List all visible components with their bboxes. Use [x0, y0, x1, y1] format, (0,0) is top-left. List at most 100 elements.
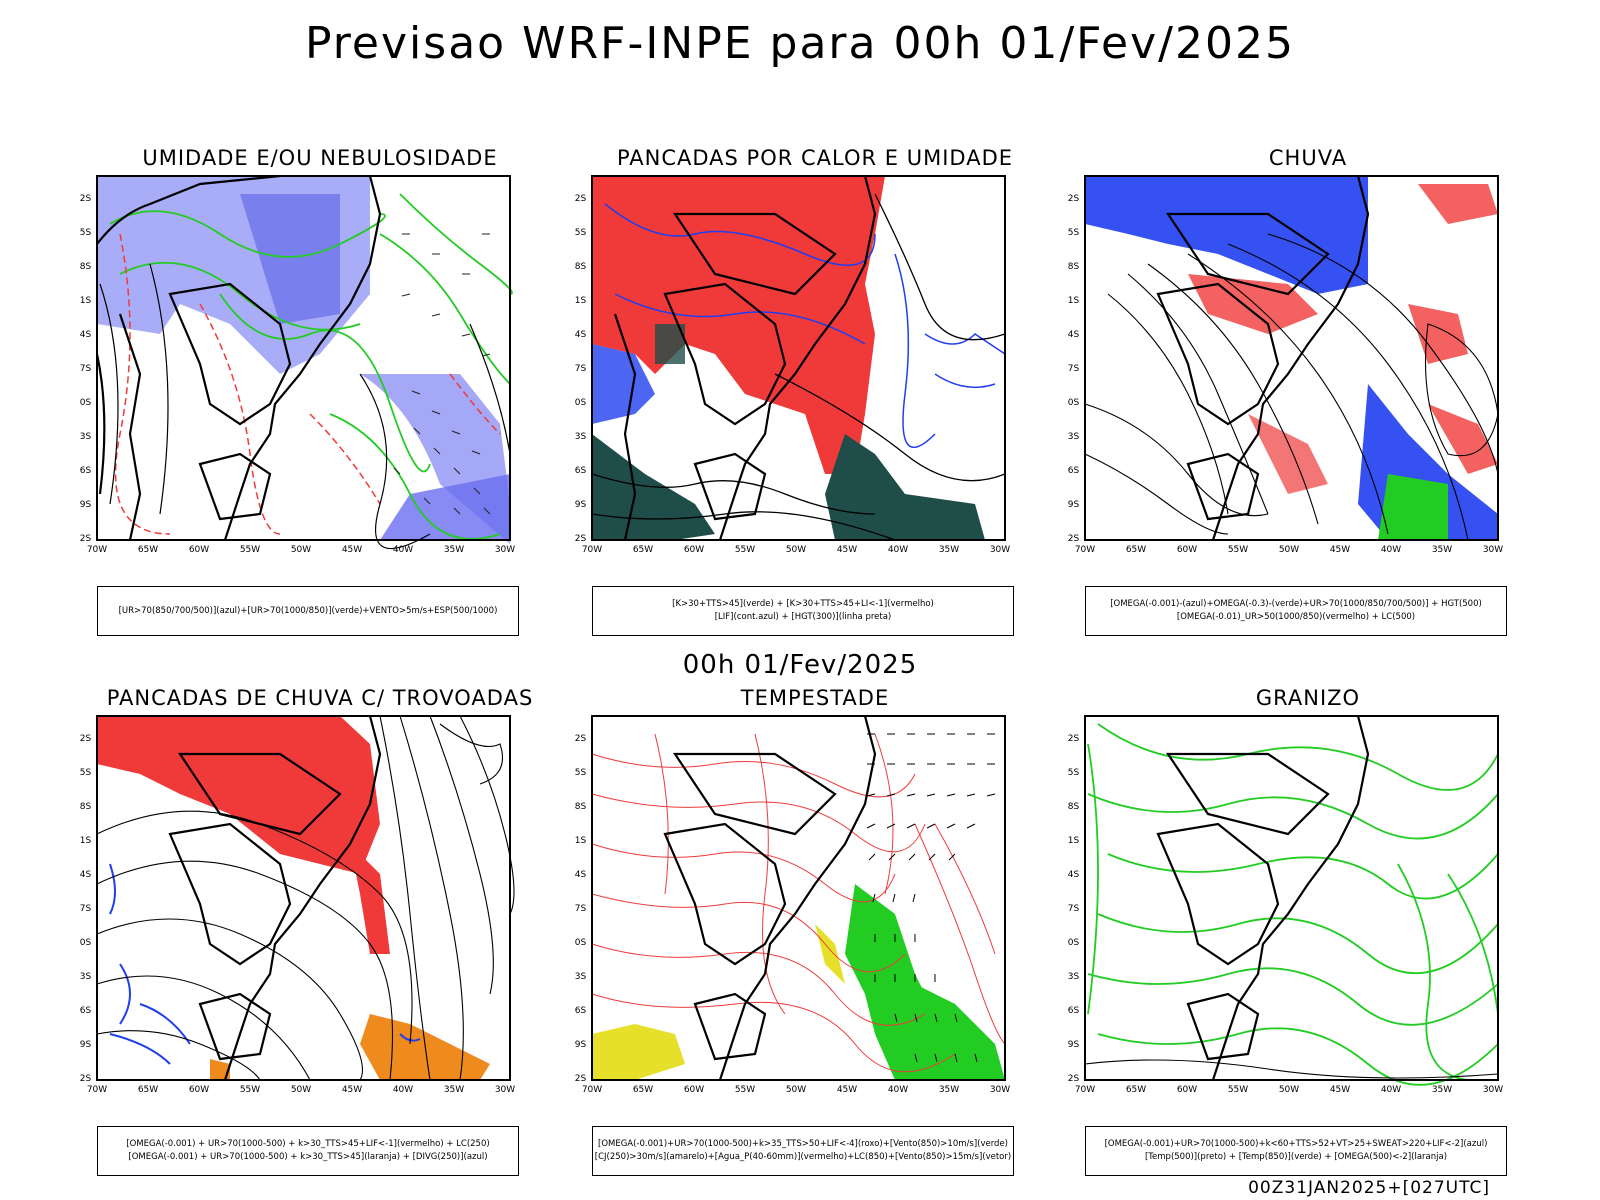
lon-ticks: 70W 65W 60W 55W 50W 45W 40W 35W 30W [582, 545, 1010, 555]
contours-black [1084, 233, 1499, 541]
lat-tick: 30S [1068, 398, 1079, 408]
wind-arrows [393, 233, 491, 515]
lat-tick: 30S [575, 398, 586, 408]
panel-legend: [OMEGA(-0.001)+UR>70(1000-500)+k<60+TTS>… [1085, 1126, 1507, 1176]
lon-tick: 45W [837, 1085, 857, 1095]
lat-tick: 18S [1068, 262, 1079, 272]
lon-tick: 50W [291, 545, 311, 555]
lat-tick: 15S [80, 768, 91, 778]
lon-tick: 65W [1126, 1085, 1146, 1095]
panel-legend: [OMEGA(-0.001)+UR>70(1000-500)+k>35_TTS>… [592, 1126, 1014, 1176]
lat-tick: 21S [80, 296, 91, 306]
lon-tick: 50W [1279, 1085, 1299, 1095]
lat-tick: 24S [80, 330, 91, 340]
wind-arrows [866, 733, 996, 1063]
lon-tick: 40W [393, 1085, 413, 1095]
lat-tick: 24S [1068, 330, 1079, 340]
panel-umidade: UMIDADE E/OU NEBULOSIDADE [80, 146, 560, 636]
map-frame [96, 715, 511, 1081]
coastline [663, 715, 877, 1081]
lat-tick: 18S [80, 262, 91, 272]
panel-title: PANCADAS POR CALOR E UMIDADE [616, 146, 1014, 170]
legend-line: [OMEGA(-0.001)-(azul)+OMEGA(-0.3)-(verde… [1110, 599, 1482, 609]
lat-tick: 42S [575, 1074, 586, 1084]
lon-tick: 55W [240, 545, 260, 555]
map-fill [1085, 176, 1498, 540]
lon-ticks: 70W 65W 60W 55W 50W 45W 40W 35W 30W [87, 1085, 515, 1095]
contours-red [114, 233, 501, 535]
lat-tick: 30S [80, 938, 91, 948]
lat-tick: 12S [1068, 734, 1079, 744]
lon-tick: 60W [1177, 1085, 1197, 1095]
legend-line: [Temp(500)](preto) + [Temp(850)](verde) … [1144, 1152, 1448, 1162]
lat-tick: 39S [575, 1040, 586, 1050]
map-fill [97, 176, 510, 544]
panel-legend: [OMEGA(-0.001) + UR>70(1000-500) + k>30_… [97, 1126, 519, 1176]
legend-line: [CJ(250)>30m/s](amarelo)+[Agua_P(40-60mm… [594, 1152, 1012, 1162]
lon-tick: 55W [1228, 1085, 1248, 1095]
lat-tick: 36S [80, 1006, 91, 1016]
panel-title: UMIDADE E/OU NEBULOSIDADE [142, 146, 498, 170]
lat-tick: 30S [1068, 938, 1079, 948]
lat-tick: 12S [575, 194, 586, 204]
lat-ticks: 12S 15S 18S 21S 24S 27S 30S 33S 36S 39S … [1068, 194, 1079, 544]
legend-line: [UR>70(850/700/500)](azul)+[UR>70(1000/8… [118, 605, 498, 616]
lon-tick: 30W [495, 1085, 515, 1095]
lon-tick: 70W [582, 545, 602, 555]
map-umidade: 12S 15S 18S 21S 24S 27S 30S 33S 36S 39S … [80, 174, 515, 555]
lon-tick: 30W [1483, 1085, 1503, 1095]
lat-tick: 21S [575, 296, 586, 306]
lon-tick: 40W [888, 1085, 908, 1095]
lon-tick: 40W [1381, 1085, 1401, 1095]
map-frame [591, 715, 1006, 1081]
lat-tick: 21S [575, 836, 586, 846]
lon-tick: 35W [444, 545, 464, 555]
map-fill [97, 716, 490, 1080]
lon-tick: 50W [786, 1085, 806, 1095]
lon-ticks: 70W 65W 60W 55W 50W 45W 40W 35W 30W [1075, 545, 1503, 555]
lat-tick: 27S [1068, 364, 1079, 374]
panel-title: TEMPESTADE [740, 686, 890, 710]
contours-green [109, 193, 513, 540]
main-title: Previsao WRF-INPE para 00h 01/Fev/2025 [305, 18, 1295, 69]
panel-legend: [OMEGA(-0.001)-(azul)+OMEGA(-0.3)-(verde… [1085, 586, 1507, 636]
lat-tick: 27S [1068, 904, 1079, 914]
lon-tick: 60W [1177, 545, 1197, 555]
lat-tick: 27S [575, 364, 586, 374]
lon-tick: 60W [684, 545, 704, 555]
coastline [1156, 715, 1370, 1081]
panel-title: PANCADAS DE CHUVA C/ TROVOADAS [106, 686, 534, 710]
map-chuva: 12S 15S 18S 21S 24S 27S 30S 33S 36S 39S … [1068, 175, 1503, 555]
lon-tick: 35W [939, 545, 959, 555]
lon-tick: 60W [189, 545, 209, 555]
panel-pancadas-calor: PANCADAS POR CALOR E UMIDADE [575, 146, 1055, 636]
lon-tick: 35W [1432, 545, 1452, 555]
lon-tick: 70W [1075, 545, 1095, 555]
contours-green [1087, 723, 1499, 1086]
lat-tick: 18S [80, 802, 91, 812]
legend-line: [OMEGA(-0.01)_UR>50(1000/850)(vermelho) … [1176, 612, 1416, 622]
lon-ticks: 70W 65W 60W 55W 50W 45W 40W 35W 30W [87, 545, 515, 555]
lat-tick: 15S [575, 228, 586, 238]
lat-tick: 39S [1068, 1040, 1079, 1050]
lon-tick: 55W [240, 1085, 260, 1095]
lon-tick: 45W [342, 545, 362, 555]
panel-tempestade: TEMPESTADE [575, 686, 1055, 1176]
lat-tick: 36S [80, 466, 91, 476]
lat-tick: 27S [80, 364, 91, 374]
coastline [168, 715, 382, 1081]
lat-tick: 36S [1068, 1006, 1079, 1016]
lon-tick: 35W [444, 1085, 464, 1095]
lat-tick: 42S [80, 1074, 91, 1084]
lat-ticks: 12S 15S 18S 21S 24S 27S 30S 33S 36S 39S … [575, 734, 586, 1084]
legend-line: [LIF](cont.azul) + [HGT(300)](linha pret… [714, 612, 892, 622]
lon-tick: 30W [495, 545, 515, 555]
run-timestamp: 00Z31JAN2025+[027UTC] [1248, 1178, 1490, 1198]
lat-tick: 15S [1068, 228, 1079, 238]
lat-tick: 33S [80, 972, 91, 982]
lat-tick: 24S [1068, 870, 1079, 880]
lat-tick: 33S [575, 432, 586, 442]
contours-red [591, 733, 1006, 1073]
lon-tick: 55W [735, 545, 755, 555]
lon-tick: 60W [189, 1085, 209, 1095]
